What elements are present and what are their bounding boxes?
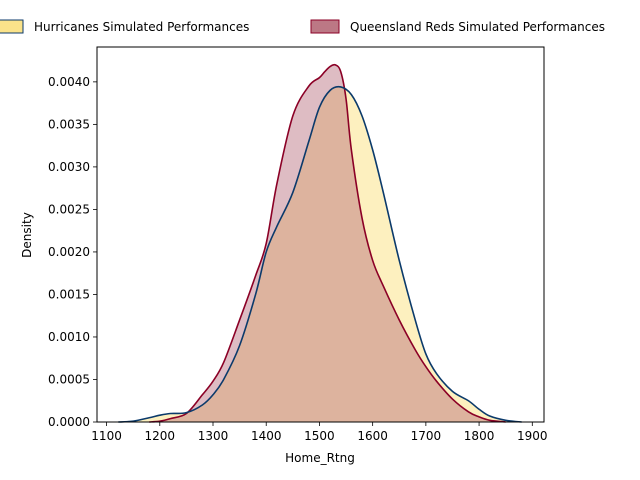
x-tick-label: 1500: [304, 429, 335, 443]
x-tick-label: 1400: [251, 429, 282, 443]
x-tick-label: 1700: [411, 429, 442, 443]
y-tick-label: 0.0015: [48, 287, 90, 301]
y-tick-label: 0.0000: [48, 415, 90, 429]
x-tick-label: 1100: [91, 429, 122, 443]
legend-label-1: Queensland Reds Simulated Performances: [350, 20, 605, 34]
legend-swatch-0: [0, 19, 24, 34]
y-tick-label: 0.0025: [48, 202, 90, 216]
x-tick-label: 1600: [357, 429, 388, 443]
y-tick-label: 0.0030: [48, 160, 90, 174]
x-axis-ticks: 1100 1200 1300 1400 1500 1600 1700 1800 1900: [91, 422, 548, 443]
series-area-1: [149, 64, 506, 422]
legend: Hurricanes Simulated Performances Queensl…: [0, 19, 605, 34]
y-axis-label: Density: [20, 212, 34, 258]
x-axis-label: Home_Rtng: [285, 451, 355, 465]
x-tick-label: 1300: [198, 429, 229, 443]
y-tick-label: 0.0005: [48, 372, 90, 386]
series-area-0: [118, 86, 522, 423]
y-tick-label: 0.0020: [48, 245, 90, 259]
x-tick-label: 1800: [464, 429, 495, 443]
legend-label-0: Hurricanes Simulated Performances: [34, 20, 249, 34]
x-tick-label: 1200: [145, 429, 176, 443]
y-axis-ticks: 0.0000 0.0005 0.0010 0.0015 0.0020 0.0025 0.00…: [48, 75, 97, 429]
legend-swatch-1: [310, 19, 340, 34]
series-line-0: [118, 85, 522, 423]
y-tick-label: 0.0010: [48, 330, 90, 344]
series-fills: [118, 64, 522, 423]
x-tick-label: 1900: [517, 429, 548, 443]
y-tick-label: 0.0040: [48, 75, 90, 89]
y-tick-label: 0.0035: [48, 117, 90, 131]
series-lines: [118, 63, 522, 423]
series-line-1: [149, 63, 506, 423]
plot-frame: [96, 46, 545, 423]
